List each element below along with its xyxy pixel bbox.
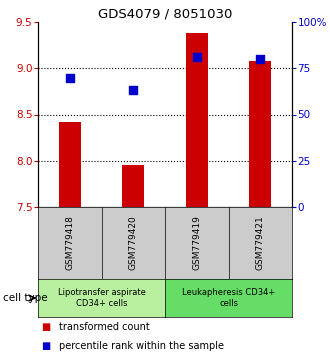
Text: GSM779420: GSM779420 [129,216,138,270]
Text: GSM779419: GSM779419 [192,216,201,270]
Text: ■: ■ [41,341,50,351]
Text: GSM779421: GSM779421 [256,216,265,270]
Text: Leukapheresis CD34+
cells: Leukapheresis CD34+ cells [182,288,275,308]
Text: Lipotransfer aspirate
CD34+ cells: Lipotransfer aspirate CD34+ cells [57,288,146,308]
Text: cell type: cell type [3,293,48,303]
Bar [186,33,208,207]
Text: GSM779418: GSM779418 [65,216,74,270]
Bar [122,165,144,207]
Point [194,54,199,60]
Point [67,75,72,80]
Title: GDS4079 / 8051030: GDS4079 / 8051030 [98,8,232,21]
Bar [249,61,271,207]
Point [131,88,136,93]
Text: percentile rank within the sample: percentile rank within the sample [59,341,224,351]
Text: ■: ■ [41,322,50,332]
Point [258,56,263,62]
Bar [59,122,81,207]
Text: transformed count: transformed count [59,322,150,332]
